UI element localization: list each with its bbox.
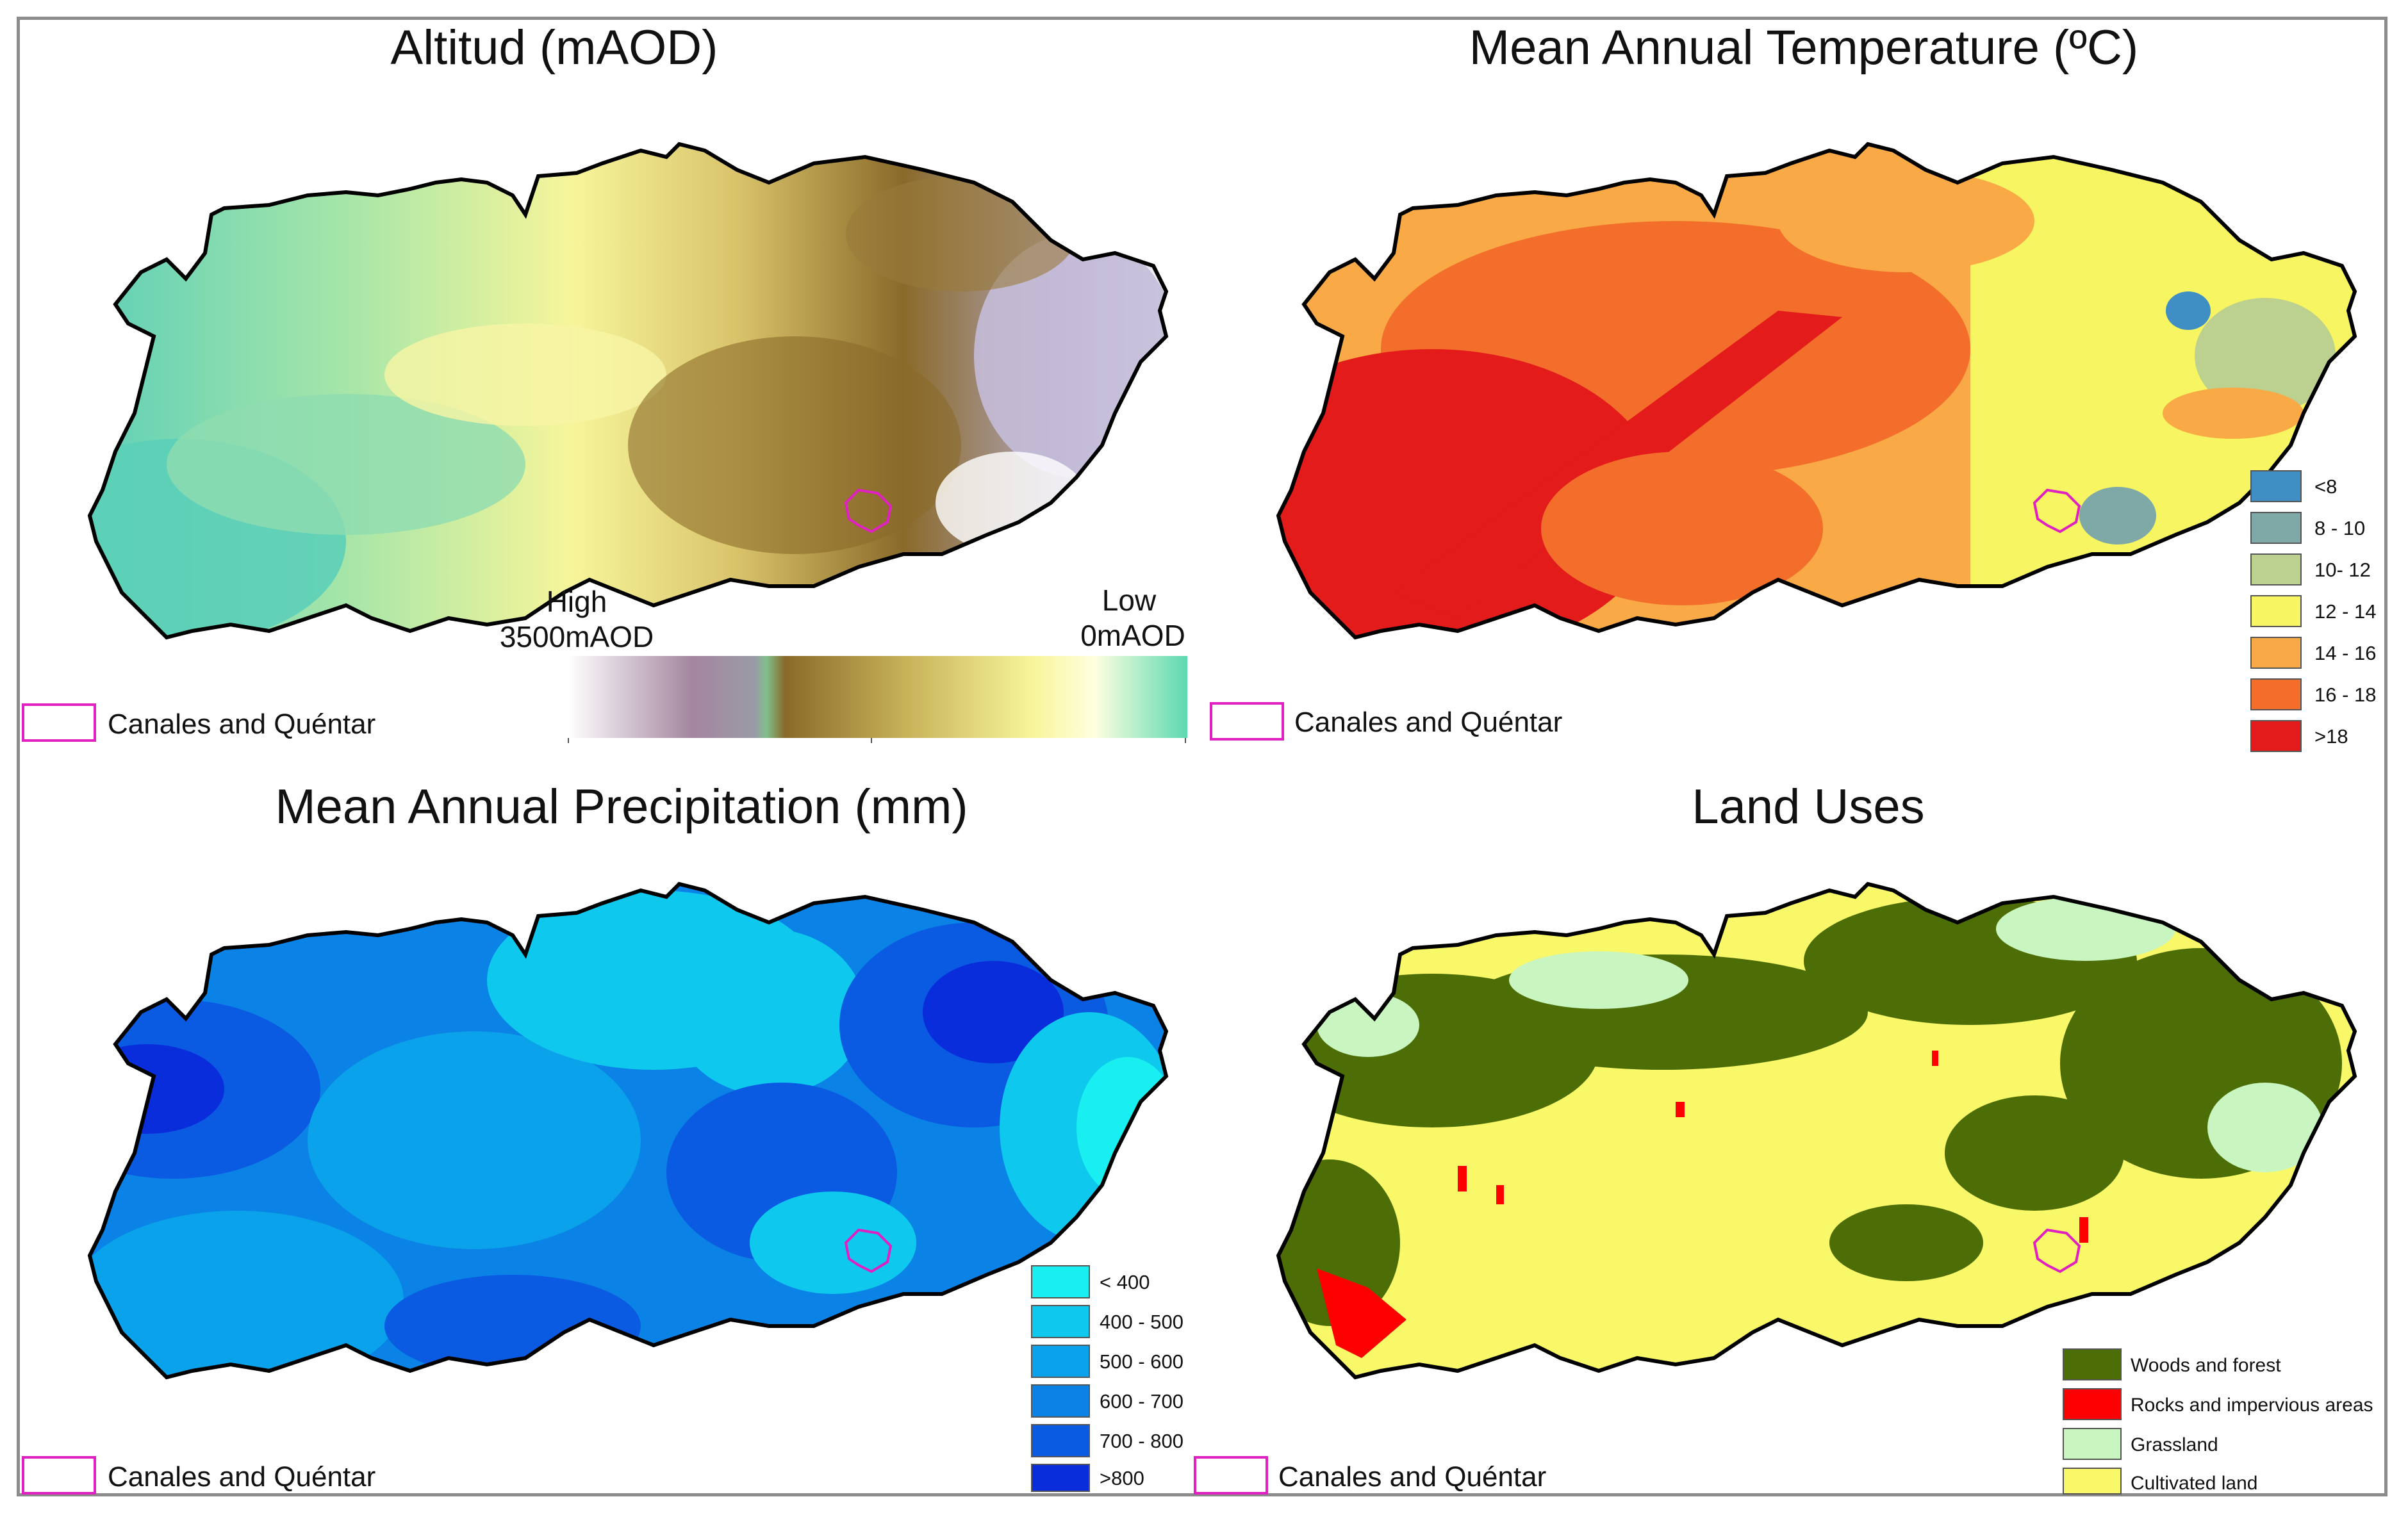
svg-text:500 - 600: 500 - 600 — [1100, 1350, 1183, 1373]
legend-item: Rocks and impervious areas — [2063, 1388, 2373, 1420]
altitude-title: Altitud (mAOD) — [391, 20, 718, 75]
boundary-legend-swatch — [1194, 1456, 1268, 1495]
ramp-low-value: 0mAOD — [1080, 619, 1185, 652]
boundary-legend-swatch — [22, 703, 96, 742]
boundary-legend-label: Canales and Quéntar — [1278, 1461, 1546, 1493]
svg-text:>18: >18 — [2314, 725, 2348, 748]
ramp-low-label: Low — [1102, 584, 1157, 617]
precipitation-legend: < 400 400 - 500 500 - 600 600 - 700 700 … — [1031, 1265, 1183, 1492]
ramp-high-value: 3500mAOD — [500, 620, 654, 653]
svg-text:8 - 10: 8 - 10 — [2314, 517, 2365, 539]
precipitation-map — [26, 884, 1179, 1390]
precipitation-title: Mean Annual Precipitation (mm) — [275, 780, 968, 834]
legend-item: 600 - 700 — [1031, 1384, 1183, 1418]
legend-item: < 400 — [1031, 1265, 1150, 1298]
legend-item: Woods and forest — [2063, 1348, 2281, 1380]
legend-item: 8 - 10 — [2250, 512, 2365, 544]
svg-text:< 400: < 400 — [1100, 1271, 1150, 1293]
legend-item: >18 — [2250, 720, 2348, 752]
legend-item: >800 — [1031, 1464, 1144, 1492]
land-uses-panel: Land Uses — [1194, 780, 2373, 1495]
legend-item: 700 - 800 — [1031, 1424, 1183, 1457]
boundary-legend-label: Canales and Quéntar — [1294, 707, 1562, 738]
temperature-panel: Mean Annual Temperature (ºC) <8 — [1201, 20, 2377, 752]
altitude-panel: Altitud (mAOD) High 3500mAOD Low 0mAOD — [13, 20, 1187, 743]
svg-text:Grassland: Grassland — [2131, 1434, 2218, 1455]
legend-item: <8 — [2250, 470, 2337, 502]
svg-text:700 - 800: 700 - 800 — [1100, 1430, 1183, 1452]
temperature-map — [1201, 144, 2368, 657]
legend-item: 12 - 14 — [2250, 595, 2377, 627]
boundary-legend-label: Canales and Quéntar — [108, 708, 375, 740]
temperature-title: Mean Annual Temperature (ºC) — [1469, 20, 2138, 75]
boundary-legend-swatch — [1210, 702, 1284, 741]
svg-text:10- 12: 10- 12 — [2314, 559, 2371, 581]
legend-item: 16 - 18 — [2250, 678, 2377, 710]
legend-item: Cultivated land — [2063, 1468, 2257, 1495]
legend-item: 400 - 500 — [1031, 1305, 1183, 1338]
legend-item: 500 - 600 — [1031, 1345, 1183, 1378]
svg-text:16 - 18: 16 - 18 — [2314, 684, 2377, 706]
land-uses-map — [1259, 884, 2368, 1384]
svg-text:<8: <8 — [2314, 475, 2337, 498]
land-uses-legend: Woods and forest Rocks and impervious ar… — [2063, 1348, 2373, 1495]
svg-text:400 - 500: 400 - 500 — [1100, 1311, 1183, 1333]
svg-text:>800: >800 — [1100, 1467, 1144, 1489]
svg-text:600 - 700: 600 - 700 — [1100, 1390, 1183, 1413]
temperature-legend: <8 8 - 10 10- 12 12 - 14 14 - 16 16 - 18 — [2250, 470, 2377, 752]
precipitation-panel: Mean Annual Precipitation (mm) — [22, 780, 1183, 1495]
boundary-legend-swatch — [22, 1456, 96, 1495]
legend-item: 14 - 16 — [2250, 637, 2377, 669]
svg-text:14 - 16: 14 - 16 — [2314, 642, 2377, 664]
altitude-map — [13, 144, 1179, 644]
land-uses-title: Land Uses — [1692, 780, 1924, 834]
boundary-legend-label: Canales and Quéntar — [108, 1461, 375, 1493]
svg-text:Woods and forest: Woods and forest — [2131, 1355, 2281, 1376]
altitude-color-ramp — [568, 656, 1187, 738]
svg-text:12 - 14: 12 - 14 — [2314, 600, 2377, 623]
svg-text:Rocks and impervious areas: Rocks and impervious areas — [2131, 1395, 2373, 1416]
svg-text:Cultivated land: Cultivated land — [2131, 1473, 2257, 1494]
legend-item: 10- 12 — [2250, 553, 2371, 586]
ramp-high-label: High — [547, 585, 607, 618]
legend-item: Grassland — [2063, 1428, 2218, 1460]
